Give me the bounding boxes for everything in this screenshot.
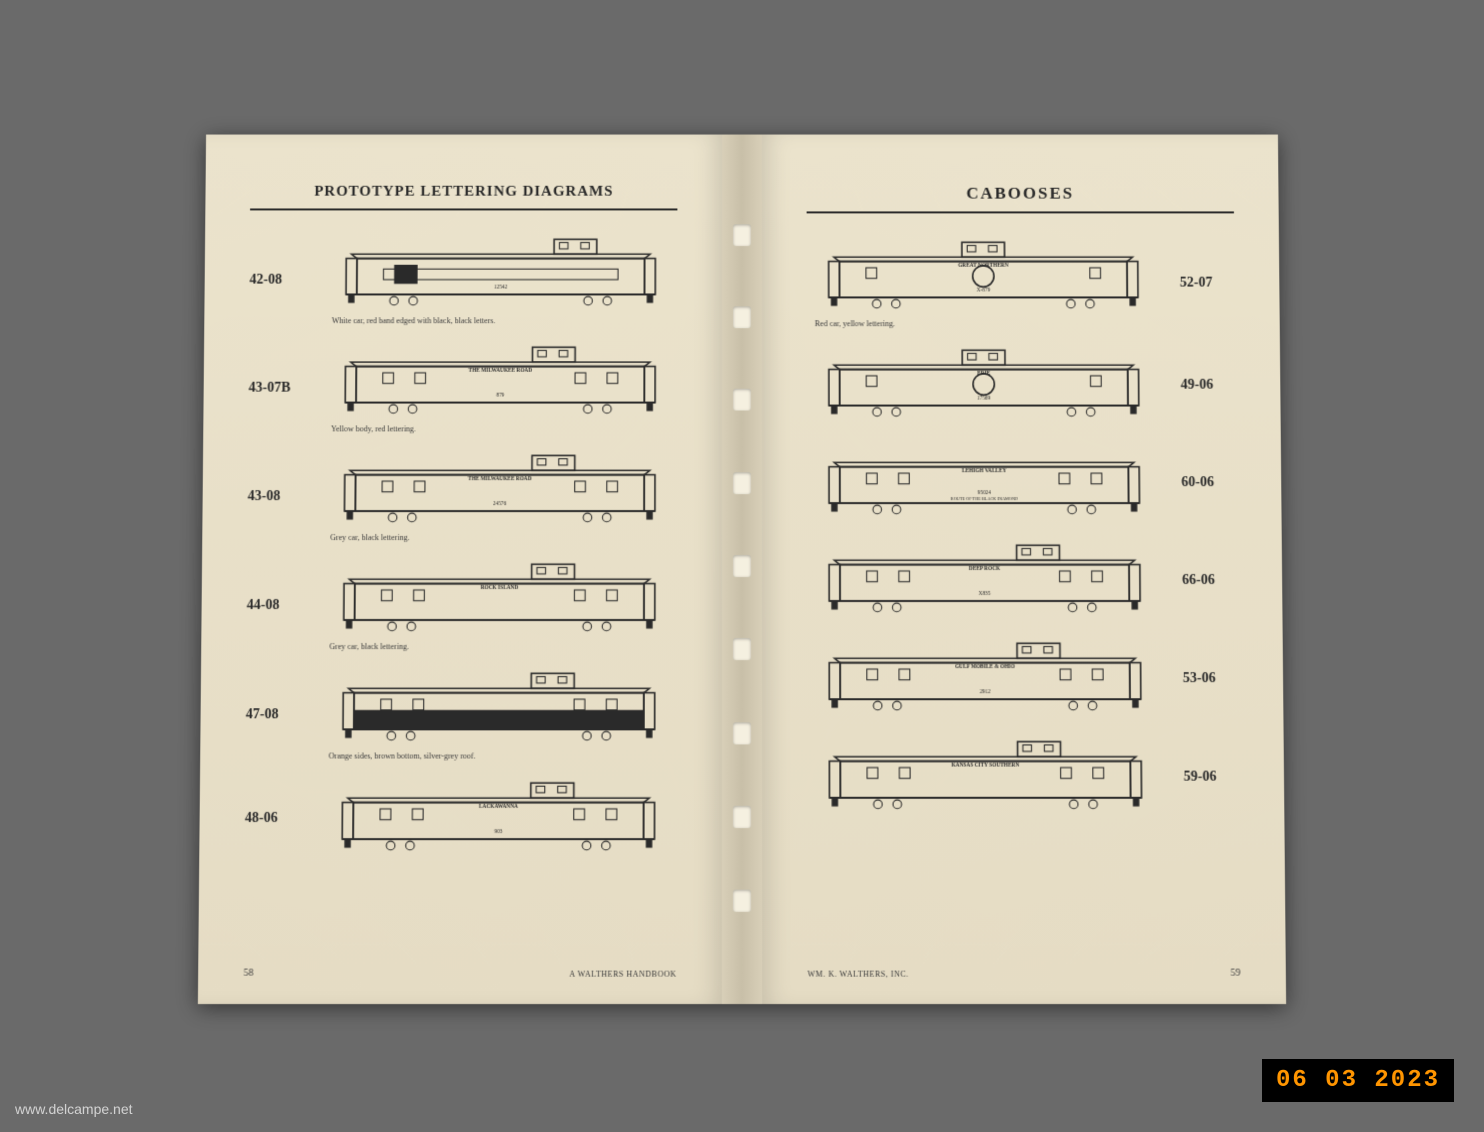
caboose-diagram: ROCK ISLAND xyxy=(321,560,677,635)
caboose-code: 49-06 xyxy=(1181,378,1236,394)
caboose-diagram: LACKAWANNA 903 xyxy=(320,779,677,855)
caboose-row: 43-07B THE MILWAUKEE ROAD 879 Yellow bod… xyxy=(248,343,677,433)
svg-text:THE MILWAUKEE ROAD: THE MILWAUKEE ROAD xyxy=(468,476,532,482)
svg-text:LEHIGH VALLEY: LEHIGH VALLEY xyxy=(962,468,1007,474)
caboose-code: 42-08 xyxy=(249,272,304,288)
caboose-code: 60-06 xyxy=(1181,475,1236,491)
caboose-diagram: THE MILWAUKEE ROAD 879 xyxy=(323,343,677,417)
caboose-container: THE MILWAUKEE ROAD 24576 Grey car, black… xyxy=(322,451,677,542)
caboose-row: 59-06 KANSAS CITY SOUTHERN xyxy=(807,737,1239,818)
caboose-diagram: ERIE 17569 xyxy=(807,346,1161,420)
caboose-row: 66-06 DEEP ROCK X835 xyxy=(807,541,1238,621)
binding-hole xyxy=(733,806,751,828)
right-page-number: 59 xyxy=(1230,968,1240,979)
binding-hole xyxy=(733,890,751,912)
svg-text:KANSAS CITY SOUTHERN: KANSAS CITY SOUTHERN xyxy=(951,762,1019,768)
svg-text:ROCK ISLAND: ROCK ISLAND xyxy=(481,585,519,591)
caboose-container: ROCK ISLAND Grey car, black lettering. xyxy=(321,560,677,651)
svg-text:903: 903 xyxy=(494,829,502,835)
binding-hole xyxy=(733,472,751,494)
caboose-diagram: GREAT NORTHERN X-879 xyxy=(807,238,1161,312)
divider xyxy=(250,208,677,210)
left-page-title: PROTOTYPE LETTERING DIAGRAMS xyxy=(250,184,677,201)
caboose-code: 43-07B xyxy=(248,380,303,396)
book-spread: PROTOTYPE LETTERING DIAGRAMS 42-08 12542… xyxy=(198,135,1286,1005)
left-page-number: 58 xyxy=(243,968,253,979)
caboose-row: 42-08 12542 White car, red band edged wi… xyxy=(249,235,677,325)
caboose-diagram: KANSAS CITY SOUTHERN xyxy=(807,737,1164,813)
caboose-row: 52-07 GREAT NORTHERN X-879 Red car, yell… xyxy=(807,238,1235,328)
caboose-code: 53-06 xyxy=(1183,671,1238,687)
caboose-container: 12542 White car, red band edged with bla… xyxy=(324,235,678,325)
caboose-caption: Orange sides, brown bottom, silver-grey … xyxy=(321,751,677,760)
caboose-code: 47-08 xyxy=(246,707,301,723)
svg-text:2912: 2912 xyxy=(980,689,991,695)
svg-text:24576: 24576 xyxy=(493,501,507,507)
caboose-diagram xyxy=(321,669,677,744)
svg-text:GREAT NORTHERN: GREAT NORTHERN xyxy=(958,263,1009,269)
caboose-caption: Grey car, black lettering. xyxy=(321,642,677,651)
binding-hole xyxy=(733,224,751,246)
caboose-row: 43-08 THE MILWAUKEE ROAD 24576 Grey car,… xyxy=(247,451,677,542)
caboose-caption: Yellow body, red lettering. xyxy=(323,424,677,433)
caboose-caption: Red car, yellow lettering. xyxy=(807,319,1161,328)
caboose-row: 53-06 GULF MOBILE & OHIO 2912 xyxy=(807,639,1238,719)
caboose-container: ERIE 17569 xyxy=(807,346,1161,425)
binding-hole xyxy=(733,306,751,328)
caboose-row: 47-08 Orange sides, brown bottom, silver… xyxy=(245,669,677,760)
caboose-code: 59-06 xyxy=(1184,770,1239,786)
divider xyxy=(807,211,1234,213)
caboose-diagram: DEEP ROCK X835 xyxy=(807,541,1162,616)
svg-text:X-879: X-879 xyxy=(977,287,991,293)
caboose-code: 43-08 xyxy=(248,489,303,505)
caboose-container: Orange sides, brown bottom, silver-grey … xyxy=(321,669,677,760)
svg-text:LACKAWANNA: LACKAWANNA xyxy=(479,804,518,810)
caboose-diagram: 12542 xyxy=(324,235,677,309)
right-page-title: CABOOSES xyxy=(807,184,1234,204)
left-page: PROTOTYPE LETTERING DIAGRAMS 42-08 12542… xyxy=(198,135,722,1005)
svg-text:ERIE: ERIE xyxy=(977,371,991,377)
caboose-container: DEEP ROCK X835 xyxy=(807,541,1162,621)
svg-text:17569: 17569 xyxy=(977,395,991,401)
svg-text:GULF MOBILE & OHIO: GULF MOBILE & OHIO xyxy=(955,664,1015,670)
watermark: www.delcampe.net xyxy=(15,1101,133,1117)
left-footer: A WALTHERS HANDBOOK xyxy=(569,970,676,979)
binding-hole xyxy=(733,638,751,660)
caboose-row: 60-06 LEHIGH VALLEY 95024 ROUTE OF THE B… xyxy=(807,443,1237,523)
caboose-container: GREAT NORTHERN X-879 Red car, yellow let… xyxy=(807,238,1161,328)
caboose-caption: White car, red band edged with black, bl… xyxy=(324,316,678,325)
caboose-code: 66-06 xyxy=(1182,573,1237,589)
binding-hole xyxy=(733,722,751,744)
caboose-code: 48-06 xyxy=(245,811,300,827)
binding-hole xyxy=(733,389,751,411)
caboose-diagram: GULF MOBILE & OHIO 2912 xyxy=(807,639,1163,714)
caboose-container: LEHIGH VALLEY 95024 ROUTE OF THE BLACK D… xyxy=(807,443,1162,523)
caboose-container: LACKAWANNA 903 xyxy=(320,779,677,860)
caboose-row: 49-06 ERIE 17569 xyxy=(807,346,1236,425)
right-footer: WM. K. WALTHERS, INC. xyxy=(807,970,908,979)
caboose-row: 44-08 ROCK ISLAND Grey car, black letter… xyxy=(246,560,677,651)
caboose-code: 52-07 xyxy=(1180,275,1235,291)
caboose-container: GULF MOBILE & OHIO 2912 xyxy=(807,639,1163,719)
caboose-diagram: LEHIGH VALLEY 95024 ROUTE OF THE BLACK D… xyxy=(807,443,1162,518)
caboose-container: KANSAS CITY SOUTHERN xyxy=(807,737,1164,818)
caboose-container: THE MILWAUKEE ROAD 879 Yellow body, red … xyxy=(323,343,677,433)
svg-text:12542: 12542 xyxy=(494,284,508,290)
svg-text:X835: X835 xyxy=(979,591,991,597)
binding-hole xyxy=(733,555,751,577)
caboose-diagram: THE MILWAUKEE ROAD 24576 xyxy=(322,451,677,526)
datestamp: 06 03 2023 xyxy=(1262,1059,1454,1102)
svg-text:879: 879 xyxy=(496,392,504,398)
svg-text:THE MILWAUKEE ROAD: THE MILWAUKEE ROAD xyxy=(469,368,533,374)
caboose-caption: Grey car, black lettering. xyxy=(322,533,677,542)
spiral-binding xyxy=(722,135,762,1005)
caboose-row: 48-06 LACKAWANNA 903 xyxy=(244,779,676,860)
svg-text:DEEP ROCK: DEEP ROCK xyxy=(969,566,1001,572)
svg-text:ROUTE OF THE BLACK DIAMOND: ROUTE OF THE BLACK DIAMOND xyxy=(951,496,1018,501)
caboose-code: 44-08 xyxy=(247,597,302,613)
right-page: CABOOSES 52-07 GREAT NORTHERN X-879 Red … xyxy=(762,135,1286,1005)
